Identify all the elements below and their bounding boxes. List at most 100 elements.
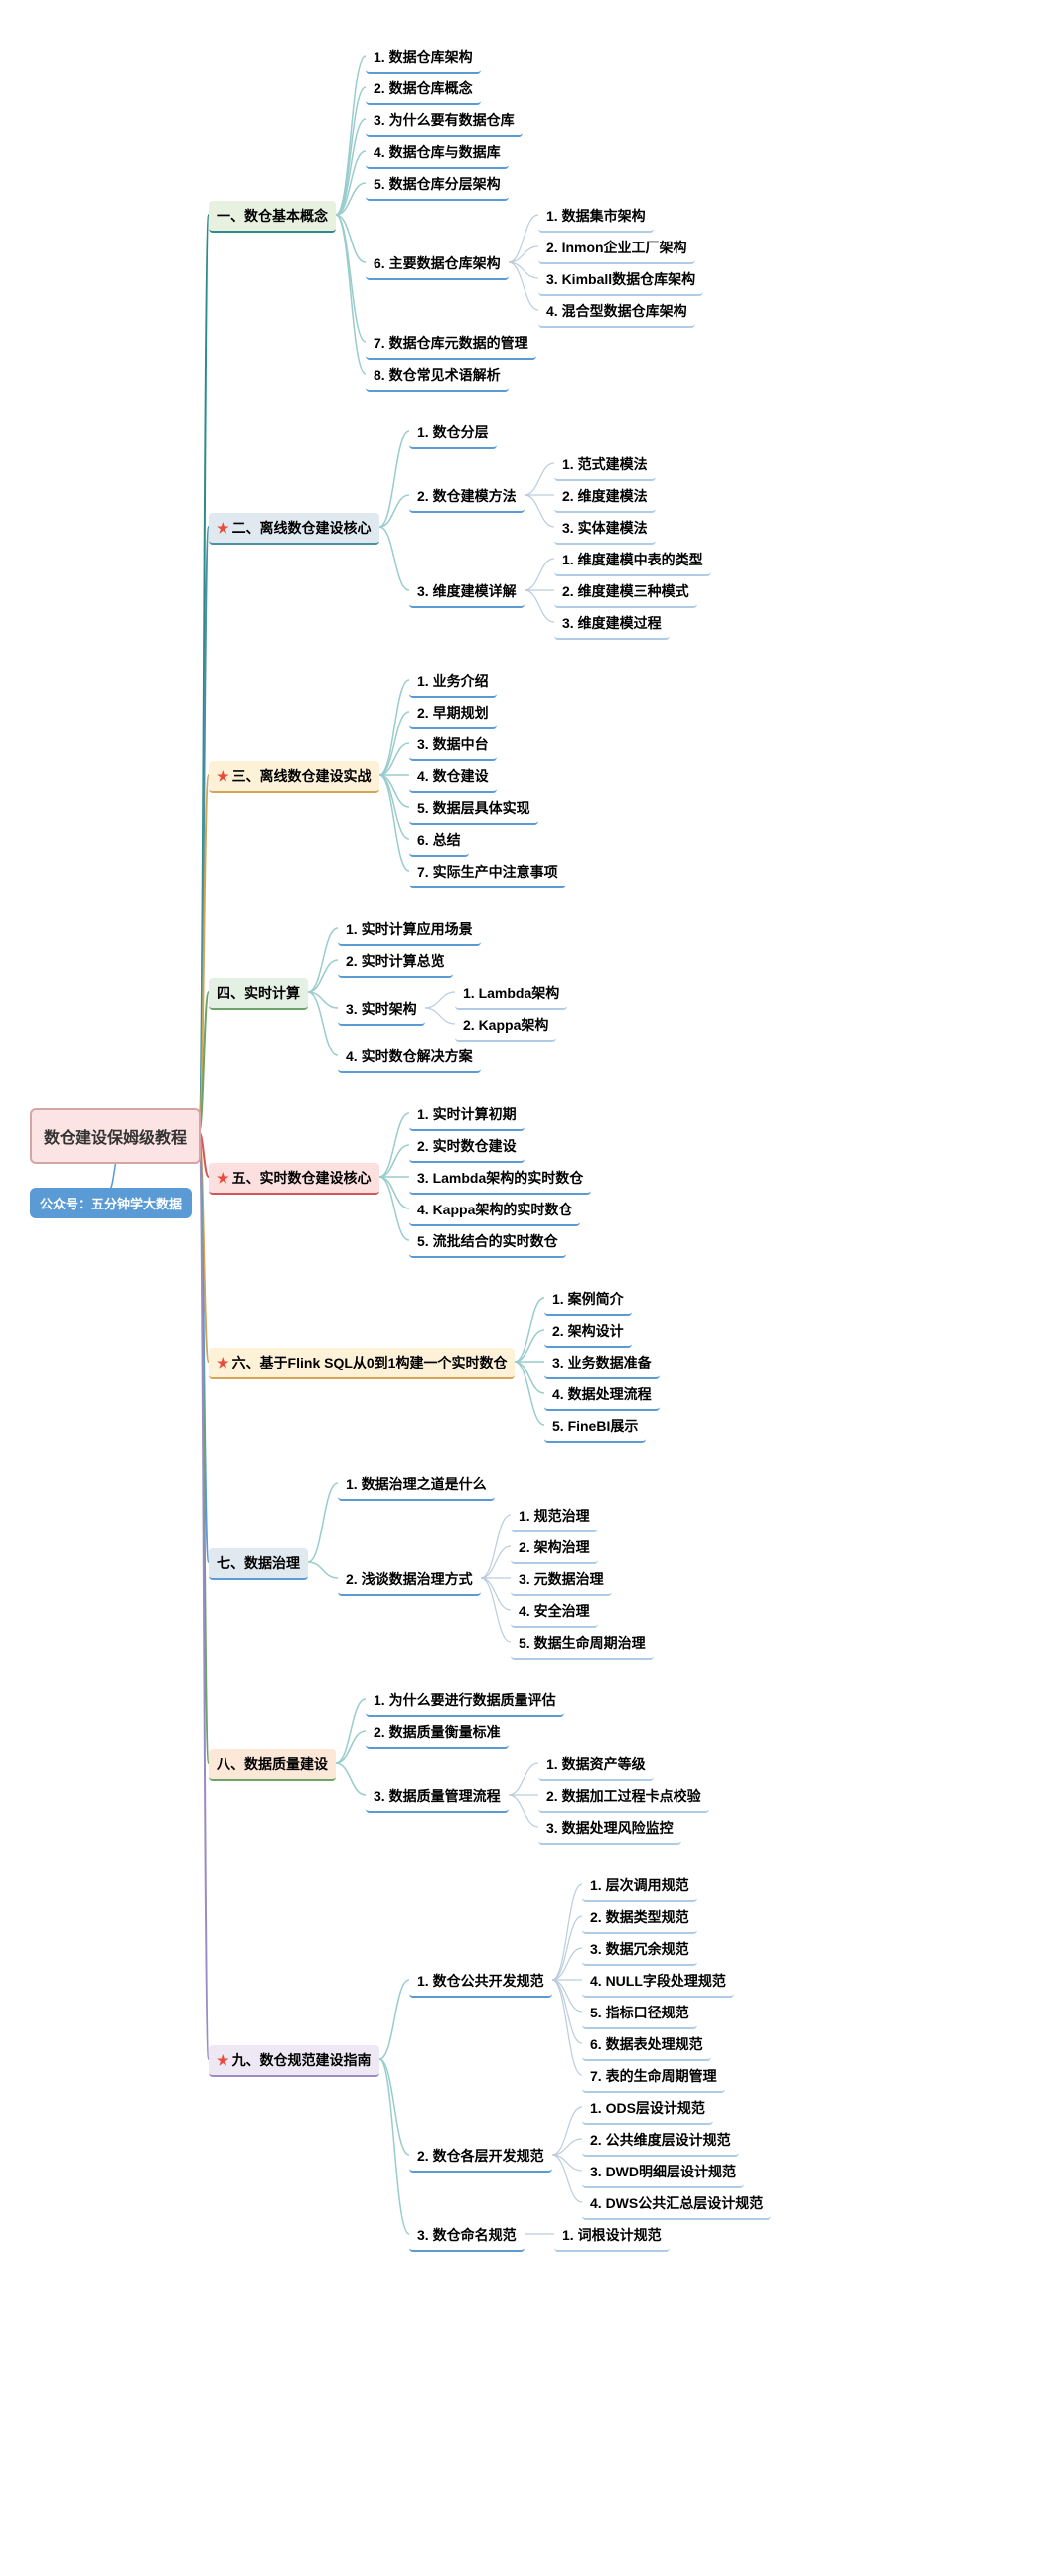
node-s7-1[interactable]: 2. 浅谈数据治理方式 — [338, 1564, 481, 1596]
node-s2-1[interactable]: 2. 数仓建模方法 — [409, 481, 525, 513]
node-s2-2-2-label: 3. 维度建模过程 — [562, 615, 662, 631]
node-s7-1-1-label: 2. 架构治理 — [519, 1539, 590, 1555]
node-s2-2-0[interactable]: 1. 维度建模中表的类型 — [554, 545, 711, 576]
node-s4-3[interactable]: 4. 实时数仓解决方案 — [338, 1042, 481, 1073]
node-s9-0-0[interactable]: 1. 层次调用规范 — [582, 1870, 697, 1902]
section-s5[interactable]: 五、实时数仓建设核心 — [209, 1163, 379, 1195]
node-s9-0-6[interactable]: 7. 表的生命周期管理 — [582, 2061, 725, 2093]
node-s2-1-1[interactable]: 2. 维度建模法 — [554, 481, 656, 513]
node-s8-1[interactable]: 2. 数据质量衡量标准 — [366, 1717, 509, 1749]
node-s9-1[interactable]: 2. 数仓各层开发规范 — [409, 2141, 552, 2173]
node-s1-5-1[interactable]: 2. Inmon企业工厂架构 — [538, 233, 695, 264]
node-s7-1-2[interactable]: 3. 元数据治理 — [511, 1564, 612, 1596]
section-s9-label: 九、数仓规范建设指南 — [232, 2052, 372, 2068]
subtitle-node: 公众号：五分钟学大数据 — [30, 1188, 192, 1218]
section-s1[interactable]: 一、数仓基本概念 — [209, 201, 336, 233]
node-s4-2[interactable]: 3. 实时架构 — [338, 994, 425, 1026]
node-s9-2-0[interactable]: 1. 词根设计规范 — [554, 2220, 670, 2252]
node-s9-0-3-label: 4. NULL字段处理规范 — [590, 1973, 726, 1989]
node-s3-2[interactable]: 3. 数据中台 — [409, 729, 497, 761]
node-s6-2[interactable]: 3. 业务数据准备 — [544, 1348, 660, 1379]
node-s6-1[interactable]: 2. 架构设计 — [544, 1316, 632, 1348]
node-s1-7[interactable]: 8. 数仓常见术语解析 — [366, 360, 509, 392]
node-s9-0-5[interactable]: 6. 数据表处理规范 — [582, 2029, 711, 2061]
node-s5-3-label: 4. Kappa架构的实时数仓 — [417, 1202, 572, 1217]
node-s1-5-label: 6. 主要数据仓库架构 — [374, 255, 501, 271]
node-s9-0-6-label: 7. 表的生命周期管理 — [590, 2068, 717, 2084]
node-s5-4[interactable]: 5. 流批结合的实时数仓 — [409, 1226, 566, 1258]
node-s7-1-4[interactable]: 5. 数据生命周期治理 — [511, 1628, 654, 1660]
node-s8-0[interactable]: 1. 为什么要进行数据质量评估 — [366, 1686, 564, 1717]
node-s3-0[interactable]: 1. 业务介绍 — [409, 666, 497, 698]
section-s9[interactable]: 九、数仓规范建设指南 — [209, 2045, 379, 2077]
section-s8[interactable]: 八、数据质量建设 — [209, 1749, 336, 1781]
node-s9-2[interactable]: 3. 数仓命名规范 — [409, 2220, 525, 2252]
node-s1-0[interactable]: 1. 数据仓库架构 — [366, 42, 481, 74]
node-s9-0-1-label: 2. 数据类型规范 — [590, 1909, 689, 1925]
node-s4-0[interactable]: 1. 实时计算应用场景 — [338, 914, 481, 946]
node-s5-0[interactable]: 1. 实时计算初期 — [409, 1099, 525, 1131]
node-s1-5-0-label: 1. 数据集市架构 — [546, 208, 646, 224]
node-s7-1-3[interactable]: 4. 安全治理 — [511, 1596, 598, 1628]
section-s3[interactable]: 三、离线数仓建设实战 — [209, 761, 379, 793]
section-s2[interactable]: 二、离线数仓建设核心 — [209, 513, 379, 545]
node-s3-6[interactable]: 7. 实际生产中注意事项 — [409, 857, 566, 888]
section-s6-label: 六、基于Flink SQL从0到1构建一个实时数仓 — [232, 1355, 508, 1370]
node-s9-1-2[interactable]: 3. DWD明细层设计规范 — [582, 2157, 744, 2188]
node-s9-1-1[interactable]: 2. 公共维度层设计规范 — [582, 2125, 739, 2157]
root-node[interactable]: 数仓建设保姆级教程 — [30, 1108, 201, 1164]
node-s7-1-0[interactable]: 1. 规范治理 — [511, 1501, 598, 1532]
node-s9-0-3[interactable]: 4. NULL字段处理规范 — [582, 1966, 734, 1998]
node-s4-2-1[interactable]: 2. Kappa架构 — [455, 1010, 556, 1042]
node-s5-1[interactable]: 2. 实时数仓建设 — [409, 1131, 525, 1163]
node-s8-2-1[interactable]: 2. 数据加工过程卡点校验 — [538, 1781, 709, 1813]
node-s1-5[interactable]: 6. 主要数据仓库架构 — [366, 248, 509, 280]
node-s9-1-0[interactable]: 1. ODS层设计规范 — [582, 2093, 713, 2125]
node-s1-5-3[interactable]: 4. 混合型数据仓库架构 — [538, 296, 695, 328]
node-s4-2-0[interactable]: 1. Lambda架构 — [455, 978, 567, 1010]
node-s3-1-label: 2. 早期规划 — [417, 705, 489, 721]
node-s8-2-0[interactable]: 1. 数据资产等级 — [538, 1749, 654, 1781]
node-s4-1[interactable]: 2. 实时计算总览 — [338, 946, 453, 978]
node-s6-4[interactable]: 5. FineBI展示 — [544, 1411, 646, 1443]
node-s1-4[interactable]: 5. 数据仓库分层架构 — [366, 169, 509, 201]
node-s8-2[interactable]: 3. 数据质量管理流程 — [366, 1781, 509, 1813]
node-s8-2-2[interactable]: 3. 数据处理风险监控 — [538, 1813, 681, 1845]
node-s9-0[interactable]: 1. 数仓公共开发规范 — [409, 1966, 552, 1998]
node-s2-2-1[interactable]: 2. 维度建模三种模式 — [554, 576, 697, 608]
section-s7[interactable]: 七、数据治理 — [209, 1548, 308, 1580]
node-s3-1[interactable]: 2. 早期规划 — [409, 698, 497, 729]
node-s7-0[interactable]: 1. 数据治理之道是什么 — [338, 1469, 495, 1501]
node-s1-5-2[interactable]: 3. Kimball数据仓库架构 — [538, 264, 703, 296]
node-s9-0-1[interactable]: 2. 数据类型规范 — [582, 1902, 697, 1934]
node-s9-0-2[interactable]: 3. 数据冗余规范 — [582, 1934, 697, 1966]
node-s2-2-0-label: 1. 维度建模中表的类型 — [562, 552, 703, 567]
node-s9-1-3-label: 4. DWS公共汇总层设计规范 — [590, 2195, 763, 2211]
node-s1-1[interactable]: 2. 数据仓库概念 — [366, 74, 481, 105]
node-s7-1-4-label: 5. 数据生命周期治理 — [519, 1635, 646, 1651]
node-s3-5[interactable]: 6. 总结 — [409, 825, 469, 857]
node-s2-1-2[interactable]: 3. 实体建模法 — [554, 513, 656, 545]
root-node-label: 数仓建设保姆级教程 — [44, 1130, 187, 1147]
node-s2-2-2[interactable]: 3. 维度建模过程 — [554, 608, 670, 640]
node-s1-2[interactable]: 3. 为什么要有数据仓库 — [366, 105, 523, 137]
node-s5-3[interactable]: 4. Kappa架构的实时数仓 — [409, 1195, 580, 1226]
node-s1-5-0[interactable]: 1. 数据集市架构 — [538, 201, 654, 233]
node-s6-0[interactable]: 1. 案例简介 — [544, 1284, 632, 1316]
node-s3-3[interactable]: 4. 数仓建设 — [409, 761, 497, 793]
node-s5-2[interactable]: 3. Lambda架构的实时数仓 — [409, 1163, 591, 1195]
node-s2-2[interactable]: 3. 维度建模详解 — [409, 576, 525, 608]
node-s6-3[interactable]: 4. 数据处理流程 — [544, 1379, 660, 1411]
node-s9-0-4[interactable]: 5. 指标口径规范 — [582, 1998, 697, 2029]
node-s2-1-label: 2. 数仓建模方法 — [417, 488, 517, 504]
node-s1-3[interactable]: 4. 数据仓库与数据库 — [366, 137, 509, 169]
node-s2-1-0[interactable]: 1. 范式建模法 — [554, 449, 656, 481]
node-s7-1-1[interactable]: 2. 架构治理 — [511, 1532, 598, 1564]
section-s4[interactable]: 四、实时计算 — [209, 978, 308, 1010]
node-s1-6[interactable]: 7. 数据仓库元数据的管理 — [366, 328, 536, 360]
node-s3-4[interactable]: 5. 数据层具体实现 — [409, 793, 538, 825]
node-s4-2-1-label: 2. Kappa架构 — [463, 1017, 548, 1033]
node-s9-1-3[interactable]: 4. DWS公共汇总层设计规范 — [582, 2188, 771, 2220]
section-s6[interactable]: 六、基于Flink SQL从0到1构建一个实时数仓 — [209, 1348, 515, 1379]
node-s2-0[interactable]: 1. 数仓分层 — [409, 417, 497, 449]
